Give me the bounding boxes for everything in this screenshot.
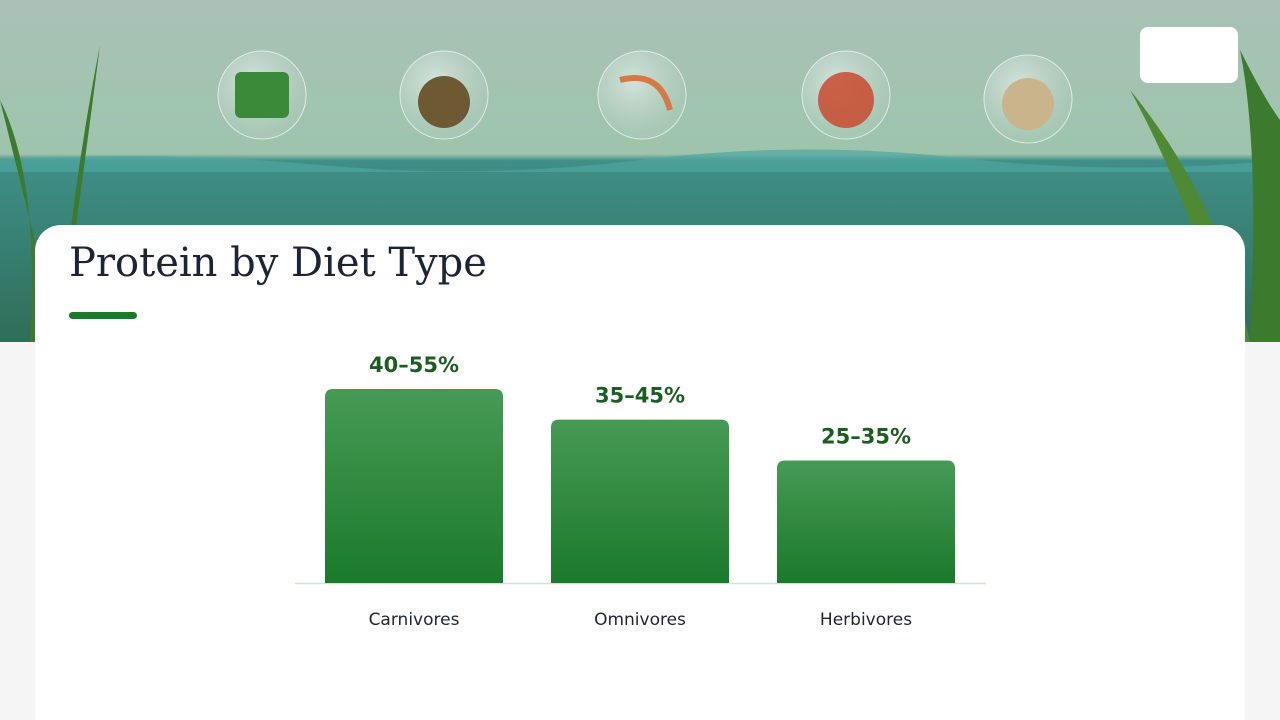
title-underline — [69, 312, 137, 319]
logo-box — [1140, 27, 1238, 83]
value-label: 35–45% — [595, 384, 685, 408]
bar — [325, 388, 503, 583]
x-tick-label: Omnivores — [594, 610, 686, 630]
bar — [551, 419, 729, 583]
x-tick-label: Herbivores — [820, 610, 912, 630]
bar — [777, 460, 955, 583]
plot: 40–55% Carnivores 35–45% Omnivores 25–35% Her… — [325, 353, 955, 630]
chart-title: Protein by Diet Type — [69, 240, 487, 286]
value-label: 25–35% — [821, 424, 911, 448]
value-label: 40–55% — [369, 353, 459, 377]
x-tick-label: Carnivores — [369, 610, 460, 630]
